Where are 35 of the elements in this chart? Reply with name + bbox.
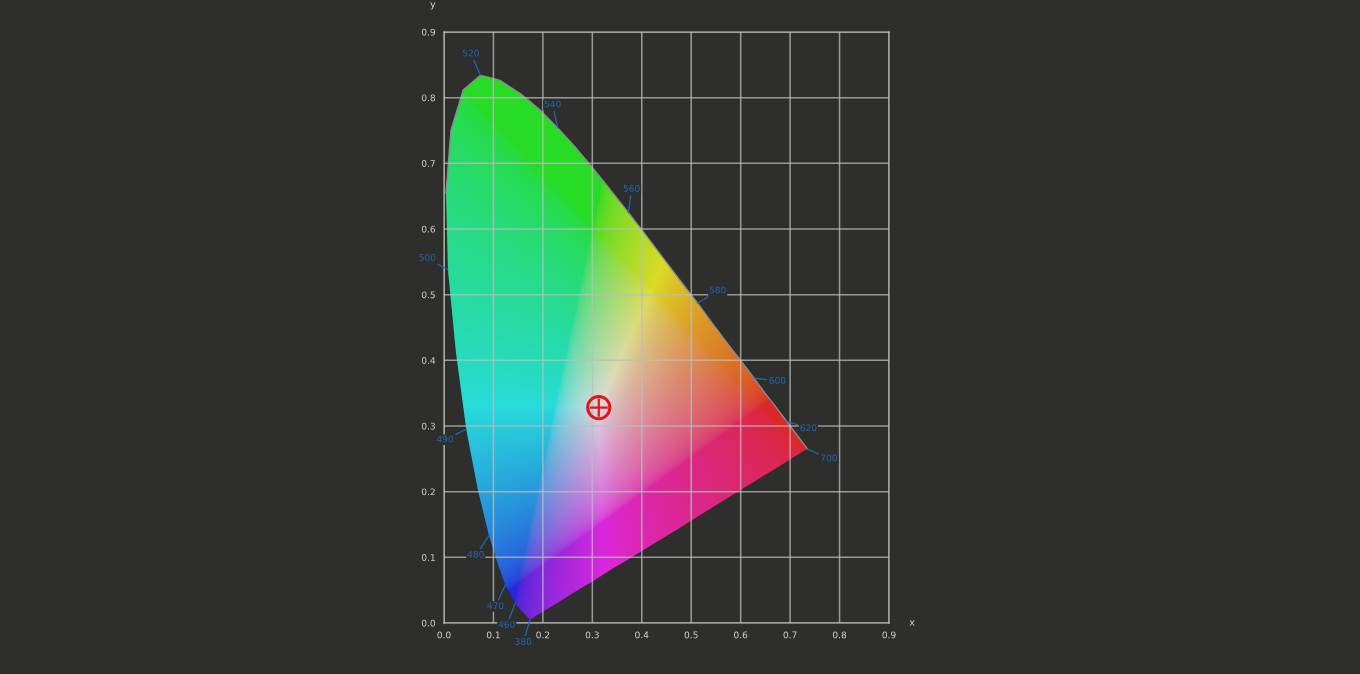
- y-tick-label: 0.7: [421, 160, 435, 167]
- annotation: 560: [623, 184, 640, 192]
- x-tick-label: 0.0: [437, 631, 451, 639]
- y-tick-label: 0.2: [421, 488, 435, 496]
- x-tick-label: 0.5: [684, 631, 698, 639]
- y-tick-label: 0.1: [421, 554, 435, 561]
- annotation: 600: [769, 376, 786, 384]
- y-tick-label: 0.6: [421, 225, 436, 233]
- annotation: 520: [462, 49, 479, 57]
- x-axis-title: x: [909, 620, 915, 626]
- x-tick-label: 0.8: [832, 631, 847, 639]
- x-tick-label: 0.4: [635, 631, 649, 639]
- annotation: 490: [436, 435, 454, 443]
- annotation: 500: [419, 254, 436, 261]
- x-tick-label: 0.3: [585, 631, 599, 639]
- annotation: 460: [498, 621, 515, 628]
- x-tick-label: 0.9: [882, 631, 896, 639]
- y-axis-title: y: [430, 2, 436, 10]
- annotation: 620: [800, 424, 817, 432]
- y-tick-label: 0.9: [421, 28, 436, 36]
- y-tick-label: 0.3: [421, 422, 435, 430]
- x-tick-label: 0.2: [536, 631, 550, 639]
- x-tick-label: 0.7: [783, 631, 797, 639]
- annotation: 470: [487, 602, 504, 610]
- y-tick-label: 0.0: [421, 619, 436, 627]
- annotation: 580: [709, 286, 726, 294]
- x-tick-label: 0.6: [734, 631, 748, 639]
- annotation: 480: [467, 551, 484, 558]
- y-tick-label: 0.5: [421, 291, 435, 299]
- annotation: 380: [515, 638, 532, 645]
- y-tick-label: 0.8: [421, 94, 436, 102]
- x-tick-label: 0.1: [486, 631, 500, 639]
- y-tick-label: 0.4: [421, 357, 436, 364]
- annotation: 700: [821, 454, 837, 462]
- annotation: 540: [544, 100, 561, 108]
